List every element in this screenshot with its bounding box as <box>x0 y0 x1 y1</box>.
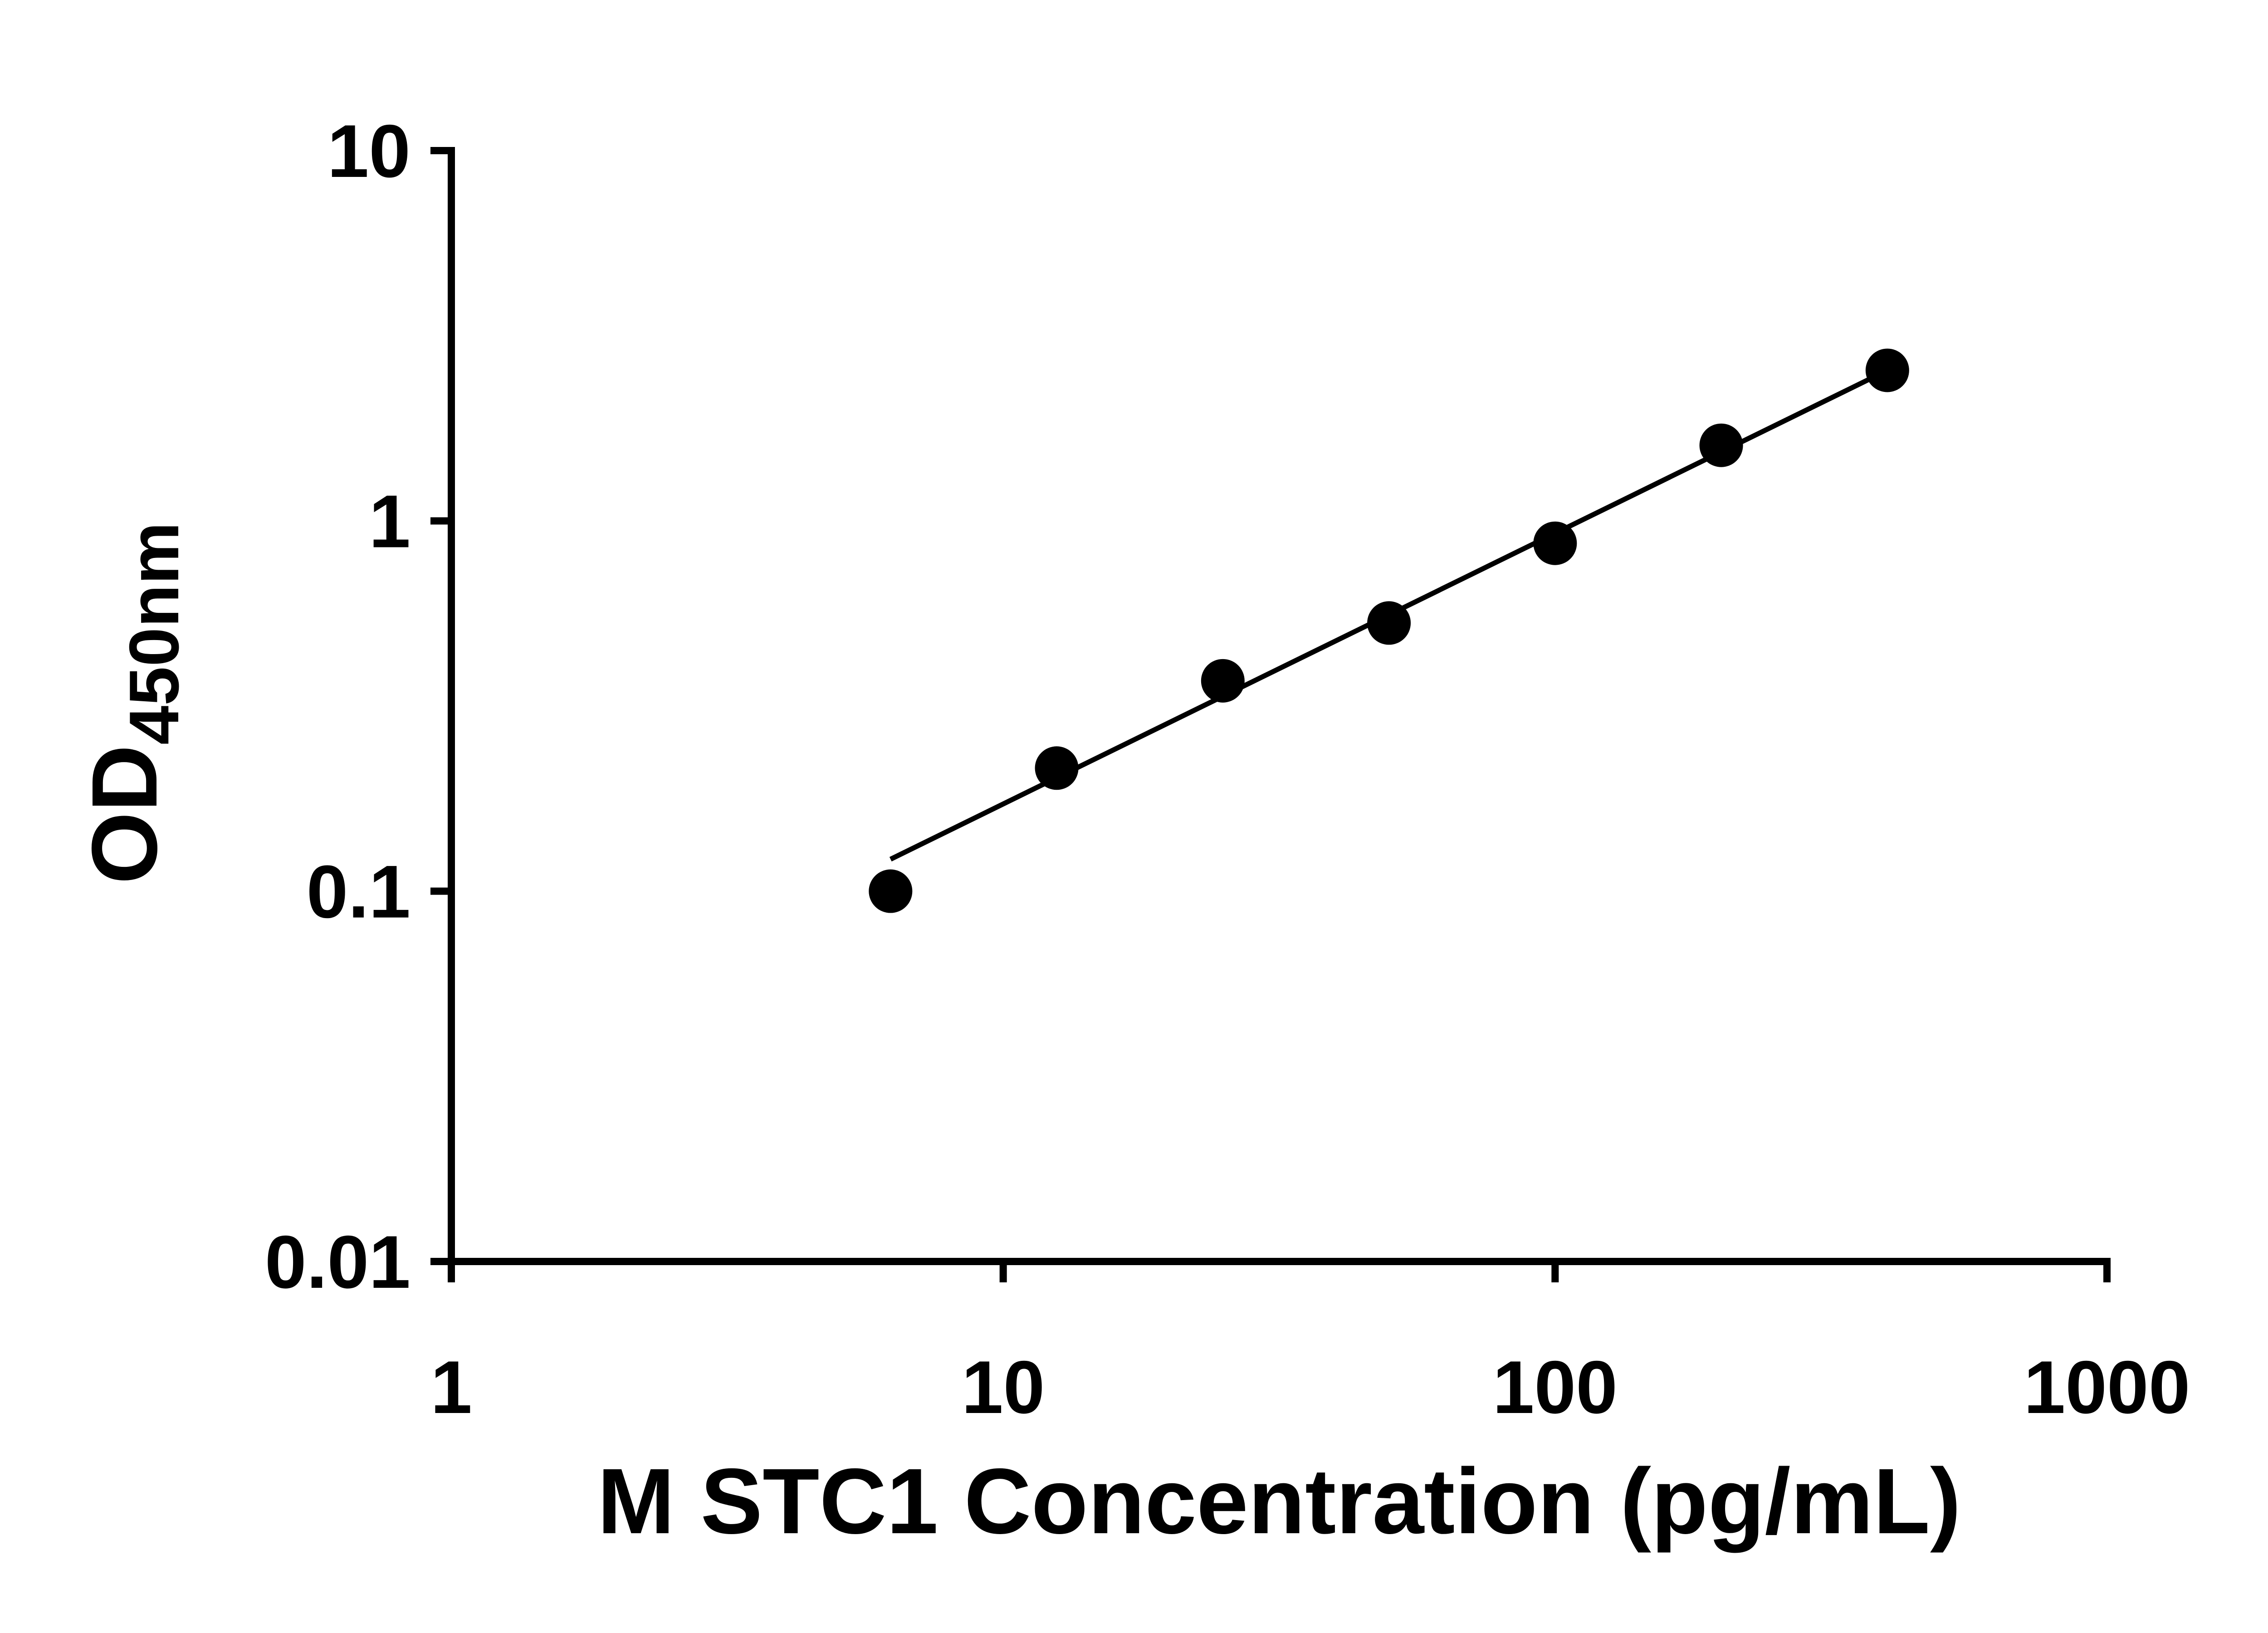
y-tick-label: 10 <box>327 109 411 193</box>
data-point <box>1201 659 1245 703</box>
axis-spine <box>448 147 2111 1265</box>
x-tick-label: 10 <box>962 1345 1045 1429</box>
data-point <box>1699 423 1743 467</box>
y-axis-title-main: OD <box>73 745 176 885</box>
data-point <box>1533 521 1577 565</box>
y-tick-label: 0.1 <box>307 850 411 934</box>
data-point <box>1035 746 1079 790</box>
x-tick-label: 1 <box>430 1345 472 1429</box>
y-axis-title-subscript: 450nm <box>115 522 193 745</box>
y-tick-label: 1 <box>369 479 411 563</box>
svg-text:OD450nm: OD450nm <box>73 522 193 885</box>
data-point <box>869 869 913 913</box>
x-tick-label: 100 <box>1493 1345 1618 1429</box>
axes-group: 1 10 100 1000 0.01 0.1 1 10 <box>265 109 2190 1429</box>
data-point <box>1865 348 1909 392</box>
x-axis-title: M STC1 Concentration (pg/mL) <box>597 1449 1961 1553</box>
y-tick-label: 0.01 <box>265 1220 411 1304</box>
plot-group <box>869 348 1909 913</box>
x-tick-label: 1000 <box>2024 1345 2190 1429</box>
y-axis-title: OD450nm <box>73 522 193 885</box>
data-point <box>1367 601 1411 645</box>
